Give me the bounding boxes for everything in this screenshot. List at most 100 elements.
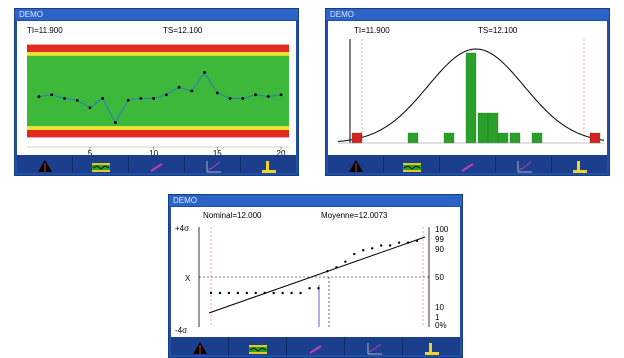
pencil-icon xyxy=(149,163,163,172)
toolbar xyxy=(328,155,607,173)
capability-icon xyxy=(572,161,587,173)
data-point xyxy=(152,97,156,100)
data-point xyxy=(263,291,266,295)
data-point xyxy=(228,97,232,100)
control-chart-icon xyxy=(248,345,267,354)
right-axis-tick: 90 xyxy=(435,245,444,254)
data-point xyxy=(75,98,79,102)
data-point xyxy=(164,93,168,97)
data-point xyxy=(254,291,257,295)
data-point xyxy=(245,291,249,295)
green-zone xyxy=(27,55,289,127)
x-tick-label: 10 xyxy=(149,149,158,157)
data-point xyxy=(37,95,41,98)
tool-button-3[interactable] xyxy=(129,155,185,173)
histogram-bar xyxy=(497,132,509,144)
right-axis-tick: 0% xyxy=(435,321,447,330)
data-point xyxy=(101,97,105,100)
right-axis-tick: 10 xyxy=(435,303,444,312)
triangle-icon xyxy=(37,160,52,172)
ts-label: TS=12.100 xyxy=(478,26,518,35)
ti-label: TI=11.900 xyxy=(354,26,390,35)
histogram-bar xyxy=(443,132,455,144)
histogram-bar xyxy=(487,112,499,144)
data-point xyxy=(326,269,329,273)
data-point xyxy=(139,97,143,100)
data-point xyxy=(215,91,219,95)
capability-icon xyxy=(424,343,439,355)
right-axis-tick: 99 xyxy=(435,235,444,244)
tool-button-3[interactable] xyxy=(440,155,496,173)
histogram-bar xyxy=(351,132,363,144)
tool-button-2[interactable] xyxy=(384,155,440,173)
tool-button-4[interactable] xyxy=(185,155,241,173)
data-point xyxy=(362,249,365,252)
tool-button-4[interactable] xyxy=(496,155,552,173)
histogram-bar xyxy=(465,52,477,144)
capability-icon xyxy=(261,161,276,173)
histogram-chart: TI=11.900 TS=12.100 xyxy=(337,26,605,144)
henry-panel: Nominal=12.000 Moyenne=12.0073 +4σ X -4σ… xyxy=(171,207,460,338)
right-axis-tick: 1 xyxy=(435,313,440,322)
red-zone-bottom xyxy=(27,130,289,138)
tool-button-1[interactable] xyxy=(328,155,384,173)
tool-button-2[interactable] xyxy=(73,155,129,173)
control-chart-icon xyxy=(402,163,421,172)
tool-button-5[interactable] xyxy=(241,155,296,173)
x-tick-label: 15 xyxy=(213,149,222,157)
yellow-zone-top xyxy=(27,52,289,56)
right-axis-tick: 50 xyxy=(435,273,444,282)
data-point xyxy=(177,85,181,89)
data-point xyxy=(190,89,194,93)
control-chart: TI=11.900 TS=12.100 5 10 15 20 xyxy=(27,26,289,158)
data-point xyxy=(379,244,383,247)
trend-icon xyxy=(206,161,221,173)
data-point xyxy=(290,291,293,295)
data-point xyxy=(254,93,257,97)
series-line xyxy=(38,71,282,124)
data-point xyxy=(126,98,130,102)
histogram-bar xyxy=(407,132,419,144)
tool-button-1[interactable] xyxy=(171,337,229,355)
triangle-icon xyxy=(348,160,363,172)
x-tick-label: 5 xyxy=(88,149,93,157)
data-point xyxy=(114,121,117,124)
toolbar xyxy=(171,337,460,355)
data-point xyxy=(353,252,356,256)
window-title: DEMO xyxy=(15,9,298,20)
histogram-panel: TI=11.900 TS=12.100 xyxy=(328,21,607,157)
control-chart-panel: TI=11.900 TS=12.100 5 10 15 20 xyxy=(17,21,296,158)
triangle-icon xyxy=(192,342,207,354)
data-point xyxy=(317,287,320,290)
left-axis-top: +4σ xyxy=(175,224,189,233)
tool-button-1[interactable] xyxy=(17,155,73,173)
tool-button-4[interactable] xyxy=(345,337,403,355)
tool-button-5[interactable] xyxy=(403,337,460,355)
henry-plot-window: DEMO Nominal=12.000 Moyenne=12.0073 +4σ … xyxy=(168,194,463,358)
histogram-bar xyxy=(509,132,521,144)
mean-label: Moyenne=12.0073 xyxy=(321,211,388,220)
tool-button-5[interactable] xyxy=(552,155,607,173)
tool-button-3[interactable] xyxy=(287,337,345,355)
toolbar xyxy=(17,155,296,173)
yellow-zone-bottom xyxy=(27,126,289,130)
window-title: DEMO xyxy=(326,9,609,20)
data-point xyxy=(371,247,374,250)
data-point xyxy=(299,291,302,295)
henry-chart: Nominal=12.000 Moyenne=12.0073 +4σ X -4σ… xyxy=(175,211,449,335)
data-point xyxy=(63,97,66,100)
regression-line xyxy=(208,236,426,314)
data-point xyxy=(218,291,222,295)
tool-button-2[interactable] xyxy=(229,337,287,355)
data-point xyxy=(388,244,392,247)
data-point xyxy=(241,97,245,100)
data-point xyxy=(50,93,54,97)
data-point xyxy=(209,291,213,295)
left-axis-x: X xyxy=(185,274,191,283)
normal-curve xyxy=(337,48,605,142)
data-point xyxy=(308,287,311,290)
data-point xyxy=(279,93,283,97)
nominal-label: Nominal=12.000 xyxy=(203,211,262,220)
window-title: DEMO xyxy=(169,195,462,206)
trend-icon xyxy=(367,343,382,355)
